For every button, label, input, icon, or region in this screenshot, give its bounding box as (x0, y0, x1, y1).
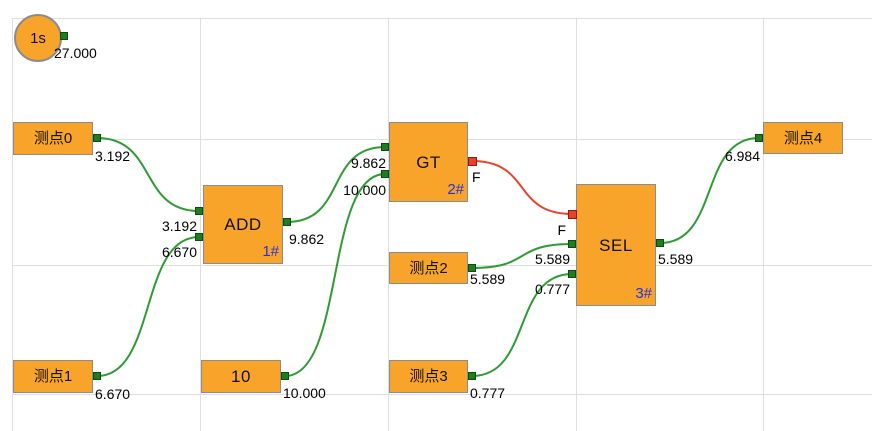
node-ce3[interactable]: 测点3 (389, 360, 468, 393)
value-ce0-out: 3.192 (95, 148, 131, 164)
port-sel-in2[interactable] (568, 240, 576, 248)
node-gt-id-badge: 2# (447, 181, 464, 198)
port-add-in1[interactable] (195, 207, 203, 215)
value-ce1-out: 6.670 (95, 386, 131, 402)
port-timer-out[interactable] (60, 32, 68, 40)
value-add-out: 9.862 (289, 231, 325, 247)
wire-sel-to-ce4[interactable] (659, 137, 760, 244)
value-sel-out: 5.589 (658, 251, 694, 267)
wire-ce0-to-add-in1[interactable] (96, 137, 200, 212)
value-timer: 27.000 (54, 45, 97, 61)
value-const-10-out: 10.000 (283, 385, 326, 401)
node-ce2[interactable]: 测点2 (389, 252, 468, 284)
port-gt-in2[interactable] (381, 170, 389, 178)
node-gt-title: GT (416, 152, 441, 172)
wire-ce2-to-sel-in2[interactable] (471, 243, 573, 269)
timer-label: 1s (30, 29, 46, 47)
port-ce2-out[interactable] (468, 264, 476, 272)
node-sel[interactable]: SEL 3# (576, 184, 656, 306)
node-ce4[interactable]: 测点4 (763, 122, 843, 154)
node-add-title: ADD (224, 215, 262, 234)
node-add[interactable]: ADD 1# (203, 185, 283, 264)
wire-ce1-to-add-in2[interactable] (96, 236, 200, 377)
node-ce0-title: 测点0 (33, 130, 73, 147)
value-gt-in1: 9.862 (350, 155, 386, 171)
port-ce3-out[interactable] (468, 372, 476, 380)
wire-10-to-gt-in2[interactable] (284, 173, 386, 377)
value-sel-in2: 5.589 (534, 251, 570, 267)
value-ce4-in: 6.984 (724, 148, 760, 164)
port-add-out[interactable] (283, 218, 291, 226)
node-const-10-title: 10 (231, 367, 251, 386)
wire-ce3-to-sel-in3[interactable] (471, 273, 573, 377)
node-add-id-badge: 1# (262, 243, 279, 260)
port-add-in2[interactable] (195, 233, 203, 241)
value-ce3-out: 0.777 (470, 385, 506, 401)
node-sel-id-badge: 3# (635, 285, 652, 302)
port-sel-in1[interactable] (568, 210, 577, 219)
wire-gt-to-sel-in1[interactable] (471, 160, 573, 215)
value-gt-in2: 10.000 (343, 182, 386, 198)
node-ce4-title: 测点4 (783, 129, 823, 147)
node-ce0[interactable]: 测点0 (13, 122, 93, 155)
port-ce1-out[interactable] (93, 372, 101, 380)
value-ce2-out: 5.589 (470, 271, 506, 287)
value-gt-out: F (472, 169, 481, 185)
node-const-10[interactable]: 10 (201, 360, 281, 393)
value-sel-in3: 0.777 (534, 281, 570, 297)
node-ce1-title: 测点1 (33, 368, 73, 385)
port-sel-out[interactable] (656, 239, 664, 247)
port-gt-out[interactable] (468, 157, 477, 166)
node-gt[interactable]: GT 2# (389, 122, 468, 202)
node-ce2-title: 测点2 (409, 259, 448, 277)
node-sel-title: SEL (599, 235, 633, 255)
port-ce0-out[interactable] (93, 134, 101, 142)
node-ce3-title: 测点3 (409, 368, 448, 385)
port-const-10-out[interactable] (281, 372, 289, 380)
value-sel-in1: F (557, 222, 566, 238)
wire-add-to-gt-in1[interactable] (286, 146, 386, 223)
port-ce4-in[interactable] (755, 134, 763, 142)
node-ce1[interactable]: 测点1 (13, 360, 93, 393)
port-gt-in1[interactable] (381, 143, 389, 151)
value-add-in1: 3.192 (161, 218, 197, 234)
port-sel-in3[interactable] (568, 270, 576, 278)
node-timer-1s[interactable]: 1s (14, 14, 62, 62)
value-add-in2: 6.670 (161, 244, 197, 260)
